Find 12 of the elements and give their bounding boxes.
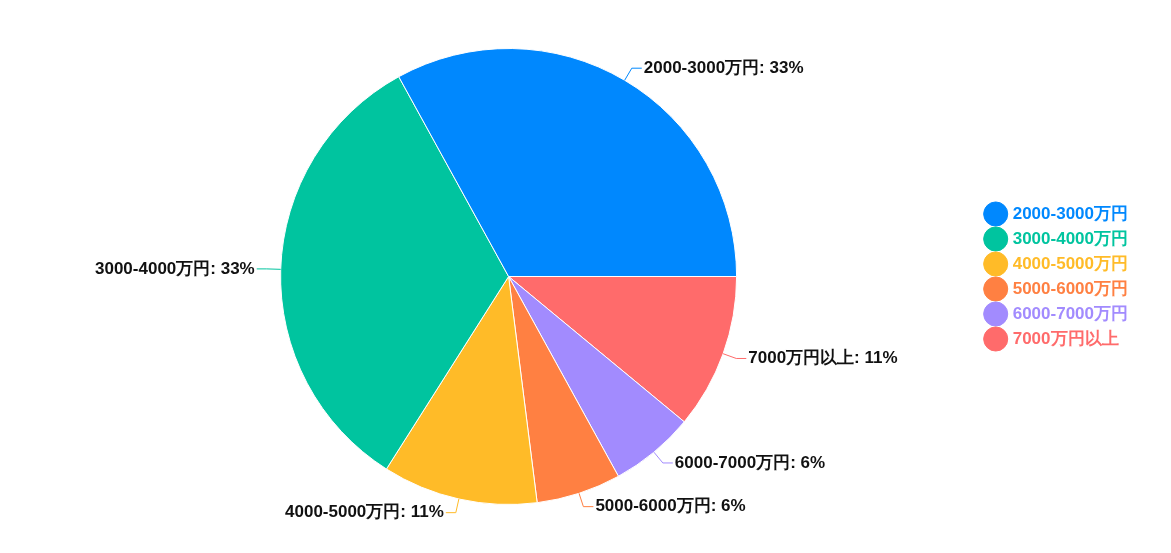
legend-label: 6000-7000万円	[1012, 303, 1129, 323]
category-label: 5000-6000万円: 6%	[595, 496, 746, 516]
legend-label: 3000-4000万円	[1012, 228, 1129, 248]
legend-label: 5000-6000万円	[1012, 278, 1129, 298]
legend-label: 4000-5000万円	[1012, 253, 1129, 273]
legend-label: 7000万円以上	[1012, 328, 1119, 348]
category-label: 3000-4000万円: 33%	[95, 258, 255, 278]
category-label: 2000-3000万円: 33%	[643, 57, 804, 77]
category-label: 7000万円以上: 11%	[748, 348, 898, 368]
category-label: 4000-5000万円: 11%	[285, 502, 444, 522]
category-label: 6000-7000万円: 6%	[674, 452, 826, 472]
legend-label: 2000-3000万円	[1012, 203, 1129, 223]
